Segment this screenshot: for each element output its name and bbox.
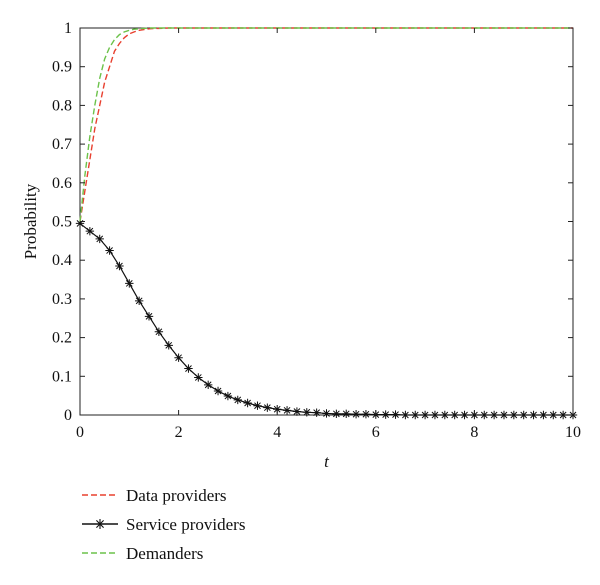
data-point — [391, 410, 400, 419]
data-point — [95, 234, 104, 244]
data-point — [361, 410, 371, 419]
series-demanders — [79, 27, 573, 222]
x-tick-label: 2 — [175, 424, 183, 441]
data-point — [233, 395, 242, 405]
data-point — [184, 364, 193, 373]
data-point — [273, 404, 282, 414]
data-point — [223, 391, 233, 401]
plot-area — [75, 27, 578, 420]
y-tick-label: 0.5 — [52, 214, 72, 231]
x-tick-label: 10 — [565, 424, 581, 441]
data-point — [144, 312, 154, 321]
legend-item: Data providers — [82, 486, 227, 505]
data-point — [243, 398, 252, 408]
y-tick-label: 0.4 — [52, 252, 72, 269]
data-point — [164, 341, 173, 350]
data-point — [430, 410, 440, 420]
y-axis-label: Probability — [21, 183, 40, 259]
data-point — [134, 296, 144, 306]
data-point — [529, 410, 538, 420]
legend-item: Service providers — [82, 515, 245, 534]
data-point — [411, 410, 420, 420]
data-point — [105, 246, 114, 255]
data-point — [292, 407, 302, 416]
y-tick-label: 0 — [64, 407, 72, 424]
legend: Data providers Service providers Demanders — [82, 486, 245, 563]
data-point — [381, 410, 390, 419]
y-tick-label: 0.9 — [52, 59, 72, 76]
data-point — [332, 409, 341, 419]
data-point — [282, 406, 292, 415]
series-line — [79, 222, 573, 416]
y-tick-label: 0.1 — [52, 368, 72, 385]
data-point — [450, 410, 459, 420]
data-point — [85, 226, 95, 236]
data-point — [440, 410, 450, 420]
y-tick-label: 0.8 — [52, 97, 72, 114]
data-point — [480, 410, 489, 420]
series-line — [79, 27, 573, 222]
data-point — [322, 409, 331, 418]
y-axis-ticks: 0 0.1 0.2 0.3 0.4 0.5 0.6 0.7 0.8 0.9 1 — [52, 20, 573, 424]
x-tick-label: 4 — [273, 424, 281, 441]
x-tick-label: 0 — [76, 424, 84, 441]
data-point — [489, 410, 499, 420]
data-point — [194, 373, 203, 382]
data-point — [401, 410, 410, 420]
legend-label: Data providers — [126, 486, 227, 505]
legend-item: Demanders — [82, 544, 203, 563]
data-point — [509, 410, 519, 420]
legend-label: Demanders — [126, 544, 203, 563]
x-tick-label: 6 — [372, 424, 380, 441]
series-line — [79, 27, 573, 222]
series-layer — [75, 27, 578, 420]
y-tick-label: 0.6 — [52, 175, 72, 192]
x-axis-label: t — [324, 452, 330, 471]
data-point — [351, 410, 361, 419]
y-tick-label: 1 — [64, 20, 72, 37]
data-point — [460, 410, 469, 420]
x-tick-label: 8 — [470, 424, 478, 441]
x-axis-ticks: 0 2 4 6 8 10 — [76, 28, 581, 441]
series-service-providers — [75, 219, 578, 420]
data-point — [312, 408, 321, 417]
legend-label: Service providers — [126, 515, 245, 534]
data-point — [342, 409, 351, 419]
data-point — [115, 261, 124, 271]
series-data-providers — [79, 27, 573, 222]
data-point — [213, 386, 223, 396]
data-point — [125, 279, 134, 288]
data-point — [75, 219, 85, 228]
data-point — [302, 408, 311, 417]
data-point — [499, 410, 509, 420]
data-point — [549, 410, 558, 420]
axes-frame — [79, 27, 574, 416]
data-point — [154, 327, 164, 336]
y-tick-label: 0.3 — [52, 291, 72, 308]
data-point — [174, 353, 183, 362]
data-point — [558, 410, 568, 420]
y-tick-label: 0.2 — [52, 330, 72, 347]
y-tick-label: 0.7 — [52, 136, 72, 153]
data-point — [203, 380, 213, 390]
legend-marker — [95, 519, 105, 529]
data-point — [519, 410, 528, 420]
data-point — [420, 410, 430, 420]
data-point — [263, 403, 272, 412]
data-point — [539, 410, 548, 420]
data-point — [253, 401, 262, 410]
